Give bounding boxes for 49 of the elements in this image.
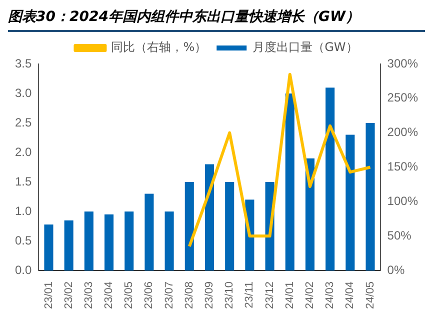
x-tick-label: 23/08 [183,281,196,310]
y-tick-label: 1.5 [14,174,32,188]
x-tick-label: 24/04 [344,281,356,310]
bar [225,182,234,270]
x-tick-label: 23/06 [143,281,156,310]
bar [144,194,154,270]
x-tick-label: 23/11 [244,281,256,308]
y-tick-label: 2.5 [14,115,32,130]
bar [285,93,294,270]
bar [124,211,134,270]
legend-label: 月度出口量（GW） [252,40,358,54]
x-tick-label: 24/02 [304,281,316,310]
y2-tick-label: 250% [387,90,418,105]
bar [104,214,114,270]
bar [346,134,355,270]
y2-tick-label: 150% [387,160,418,174]
y2-tick-label: 0% [387,262,405,277]
y-tick-label: 0.0 [14,262,32,277]
x-tick-label: 23/03 [82,281,95,310]
x-tick-label: 23/09 [204,281,216,310]
y-tick-label: 3.0 [14,86,32,100]
y-tick-label: 0.5 [14,233,32,248]
bar [44,224,54,270]
bar [184,182,194,270]
y2-tick-label: 50% [387,228,412,242]
legend-label: 同比（右轴，%） [111,40,207,54]
bar [326,88,335,270]
chart-title: 图表30：2024年国内组件中东出口量快速增长（GW） [8,8,425,32]
y2-tick-label: 300% [387,56,418,70]
y2-tick-label: 100% [387,194,418,208]
y-tick-label: 3.5 [14,56,32,70]
x-tick-label: 24/05 [364,281,376,310]
bar [366,122,375,270]
bar [84,211,94,270]
y2-tick-label: 200% [387,125,418,140]
x-tick-label: 23/07 [163,281,176,310]
x-tick-label: 23/01 [42,281,55,310]
x-tick-label: 24/01 [284,281,296,310]
x-tick-label: 23/10 [224,281,236,310]
x-tick-label: 23/12 [264,281,276,310]
x-tick-label: 24/03 [324,281,336,310]
x-tick-label: 23/05 [123,281,136,310]
bar [164,211,174,270]
x-tick-label: 23/04 [103,281,116,310]
y-tick-label: 1.0 [14,204,32,218]
x-tick-label: 23/02 [62,281,75,310]
y-tick-label: 2.0 [14,144,32,159]
bar [204,164,214,270]
bar [64,220,74,270]
